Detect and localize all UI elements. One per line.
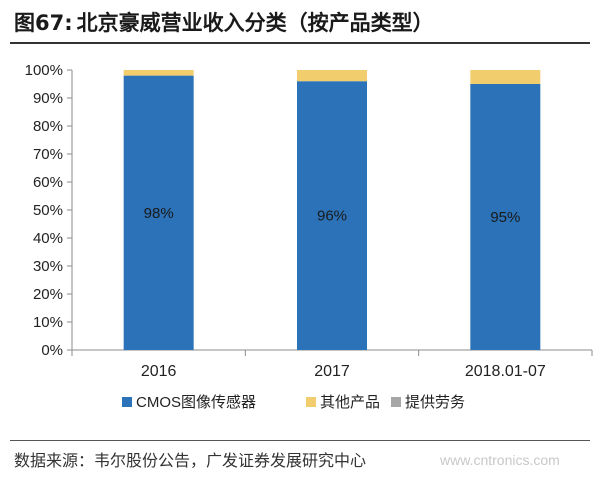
legend-swatch xyxy=(306,397,316,407)
y-tick-label: 30% xyxy=(33,258,63,275)
y-tick-label: 0% xyxy=(41,342,63,359)
bar-segment xyxy=(297,70,367,82)
legend-label: 提供劳务 xyxy=(405,394,465,411)
figure-label: 图67: xyxy=(14,11,73,35)
y-tick-label: 80% xyxy=(33,118,63,135)
y-tick-label: 100% xyxy=(25,62,63,79)
data-label: 96% xyxy=(317,208,347,225)
bar-segment xyxy=(470,70,541,84)
figure-title-bar: 图67: 北京豪威营业收入分类（按产品类型） xyxy=(0,0,600,44)
x-tick-label: 2016 xyxy=(141,363,177,380)
legend-swatch xyxy=(391,397,401,407)
bar-segment xyxy=(470,84,541,350)
legend-label: 其他产品 xyxy=(320,394,380,411)
title-divider xyxy=(10,42,590,44)
footer-divider xyxy=(10,440,590,441)
bar-segment xyxy=(123,70,194,76)
bar-segment xyxy=(123,75,194,350)
y-tick-label: 70% xyxy=(33,146,63,163)
y-tick-label: 60% xyxy=(33,174,63,191)
y-tick-label: 50% xyxy=(33,202,63,219)
source-note: 数据来源：韦尔股份公告，广发证券发展研究中心 xyxy=(14,451,367,470)
y-tick-label: 40% xyxy=(33,230,63,247)
bar-segment xyxy=(297,81,367,350)
figure-title: 北京豪威营业收入分类（按产品类型） xyxy=(76,11,434,35)
y-tick-label: 90% xyxy=(33,90,63,107)
chart-bars: 98% 96% 95% xyxy=(123,70,541,350)
x-tick-label: 2018.01-07 xyxy=(465,363,546,380)
x-tick-label: 2017 xyxy=(314,363,350,380)
legend-label: CMOS图像传感器 xyxy=(136,394,256,411)
data-label: 98% xyxy=(144,205,174,222)
y-tick-label: 10% xyxy=(33,314,63,331)
watermark: www.cntronics.com xyxy=(440,452,560,468)
legend-swatch xyxy=(122,397,132,407)
stacked-bar-chart: 0% 10% 20% 30% 40% 50% 60% 70% 80% 90% 100% 2016 201… xyxy=(25,62,593,411)
y-tick-label: 20% xyxy=(33,286,63,303)
data-label: 95% xyxy=(490,209,520,226)
chart-legend: CMOS图像传感器 其他产品 提供劳务 xyxy=(122,394,465,411)
